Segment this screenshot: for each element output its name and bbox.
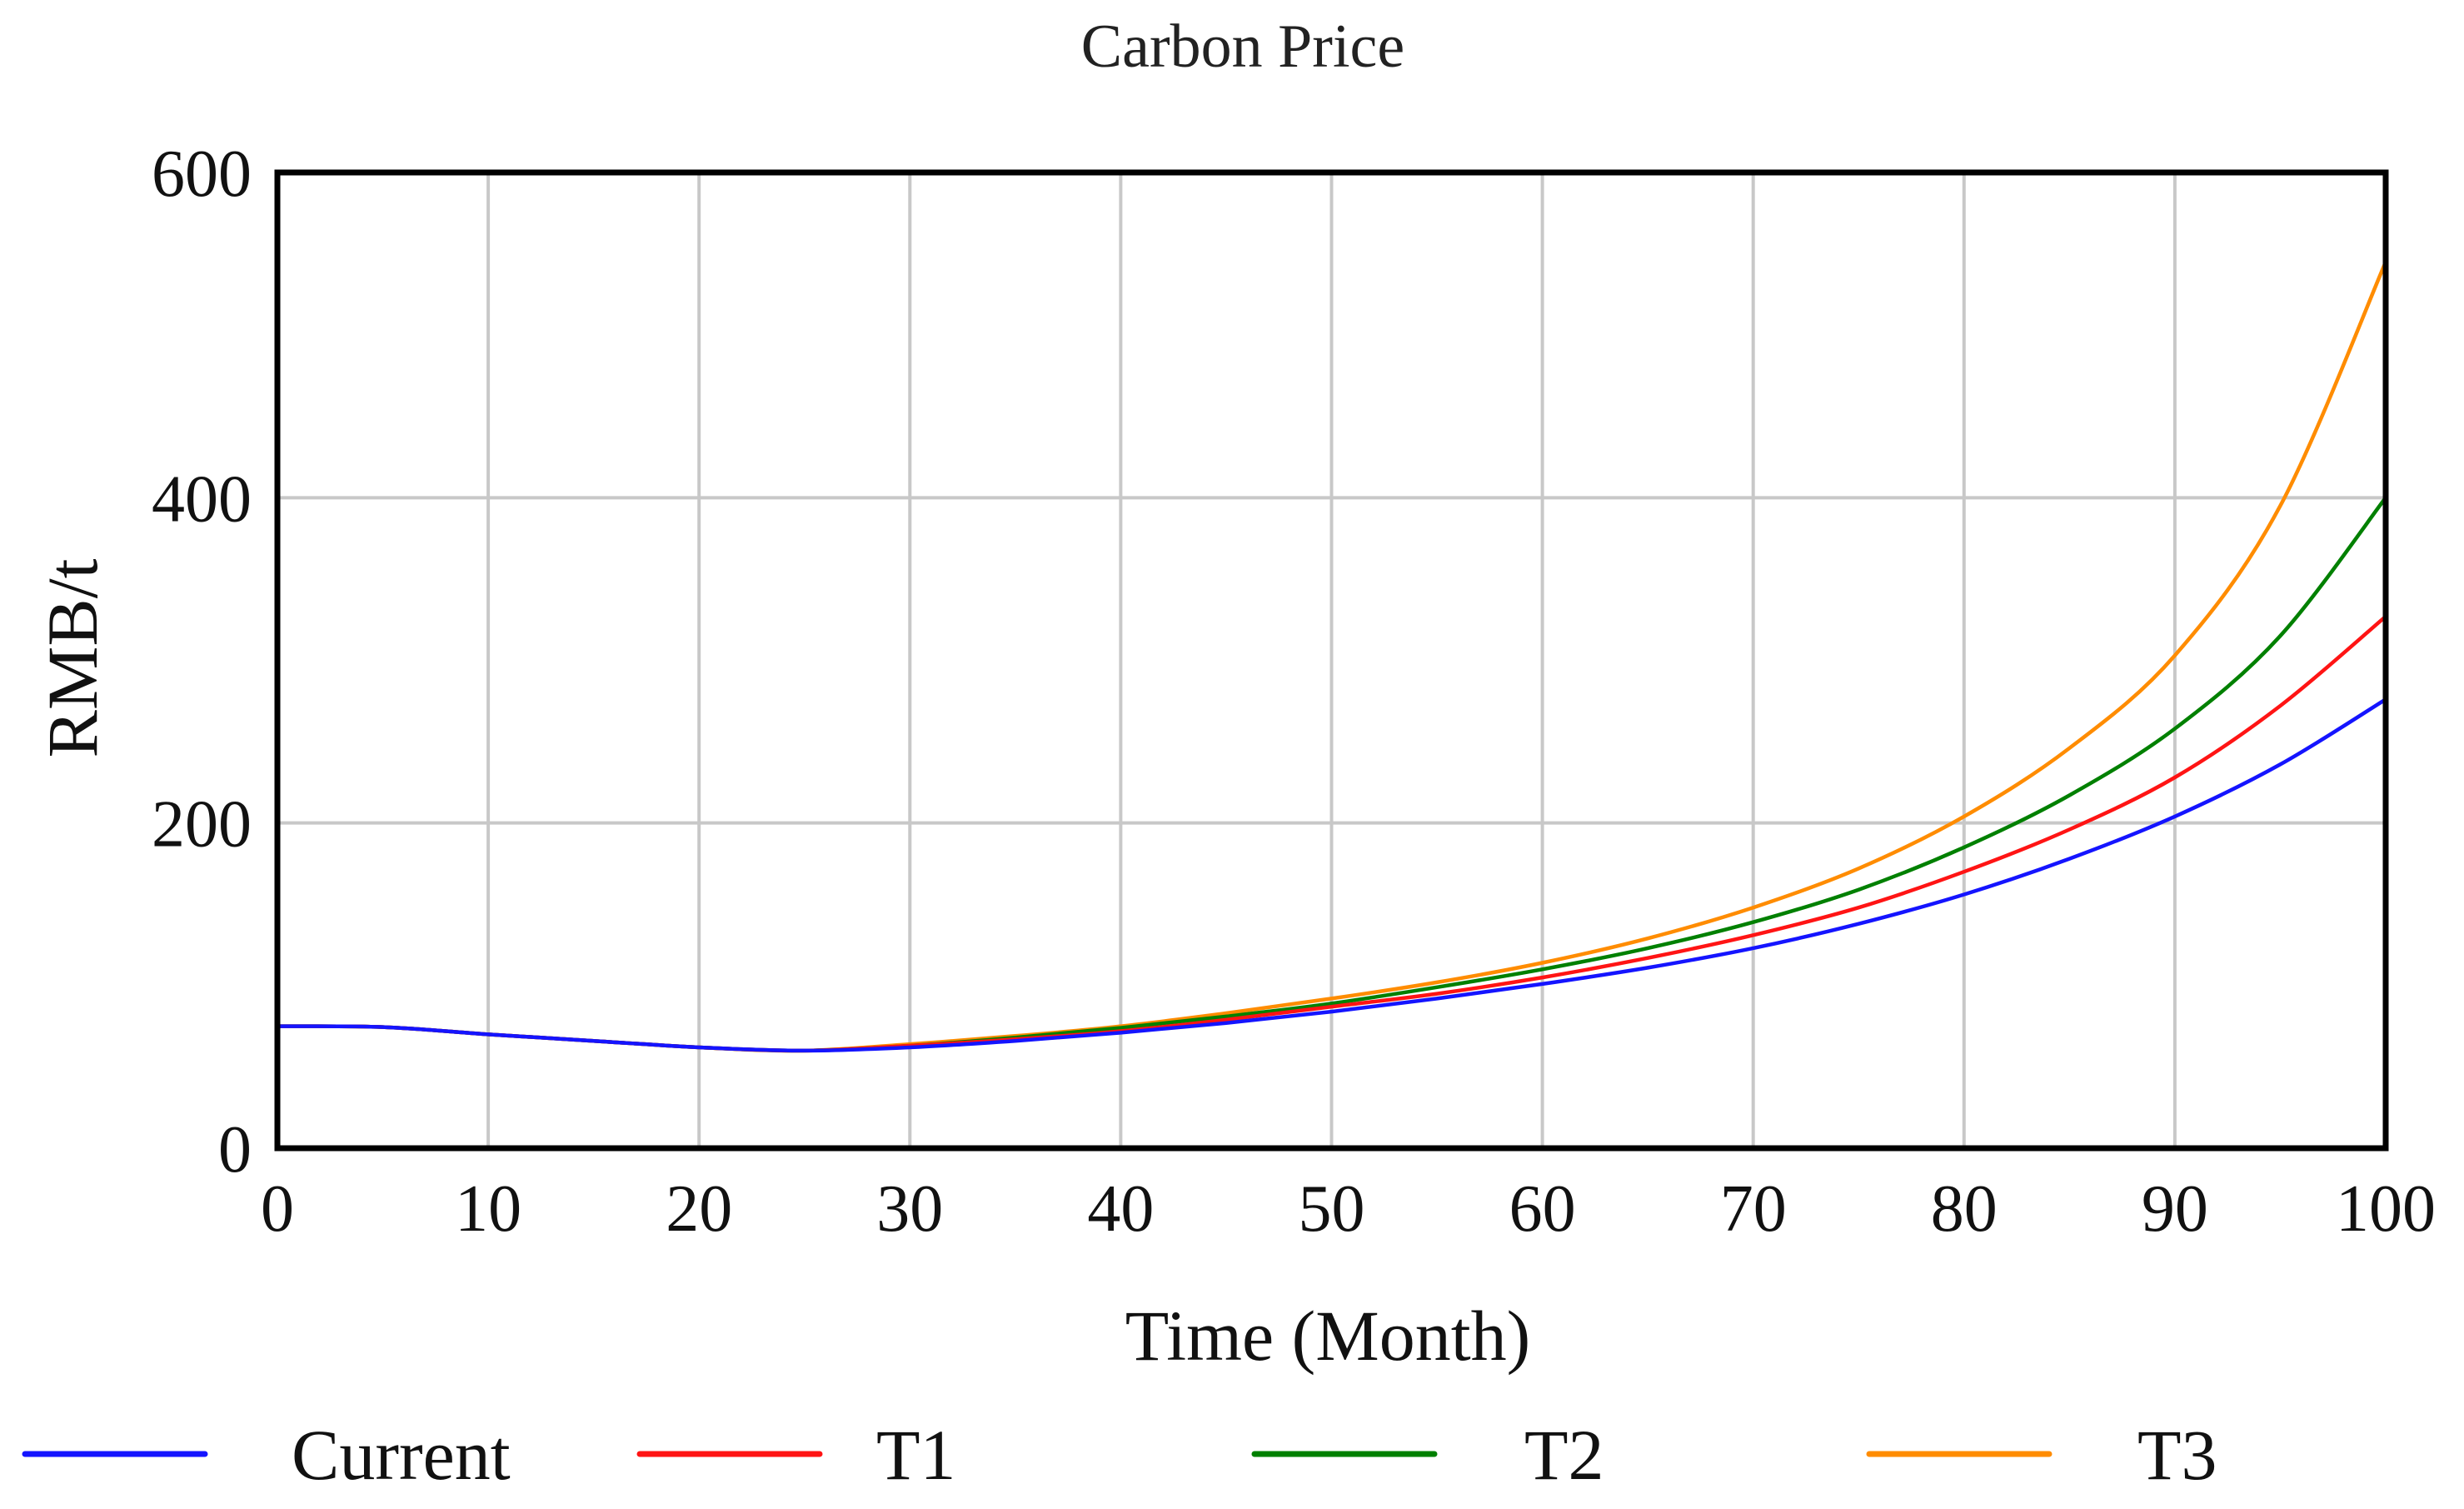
x-tick-label: 50 [1299, 1172, 1365, 1246]
y-tick-label: 200 [152, 788, 252, 862]
x-tick-label: 20 [666, 1172, 732, 1246]
x-tick-label: 90 [2142, 1172, 2208, 1246]
x-tick-label: 80 [1931, 1172, 1998, 1246]
grid [277, 172, 2386, 1148]
series-lines [275, 260, 2388, 1053]
legend-label-t1: T1 [876, 1415, 956, 1495]
y-axis-label: RMB/t [32, 558, 112, 757]
x-tick-label: 60 [1509, 1172, 1576, 1246]
x-axis-label: Time (Month) [1125, 1296, 1531, 1376]
x-tick-label: 70 [1720, 1172, 1787, 1246]
chart-title: Carbon Price [1081, 12, 1404, 81]
y-tick-label: 400 [152, 462, 252, 536]
legend-label-t2: T2 [1524, 1415, 1604, 1495]
legend-label-current: Current [292, 1415, 511, 1495]
x-tick-label: 100 [2336, 1172, 2436, 1246]
tick-labels: 0 10 20 30 40 50 60 70 80 90 100 0 200 400 600 [152, 137, 2436, 1246]
x-tick-label: 40 [1087, 1172, 1154, 1246]
x-tick-label: 10 [455, 1172, 521, 1246]
series-line-current [275, 697, 2388, 1053]
x-tick-label: 0 [261, 1172, 294, 1246]
plot-frame [274, 169, 2389, 1152]
x-tick-label: 30 [876, 1172, 943, 1246]
legend-label-t3: T3 [2137, 1415, 2217, 1495]
y-tick-label: 0 [218, 1113, 252, 1187]
legend: Current T1 T2 T3 [22, 1415, 2217, 1495]
y-tick-label: 600 [152, 137, 252, 211]
